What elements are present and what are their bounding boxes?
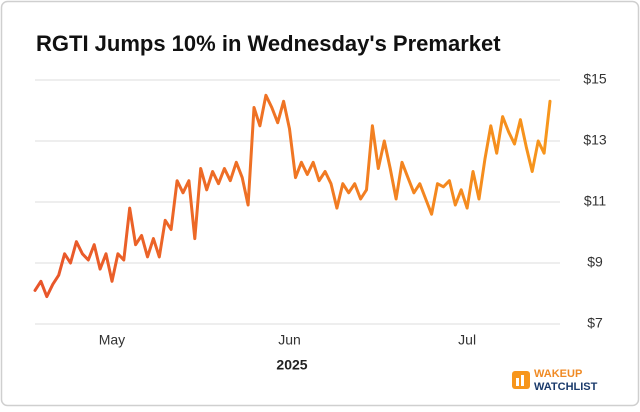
x-tick-label: May: [99, 332, 125, 348]
chart-title: RGTI Jumps 10% in Wednesday's Premarket: [36, 31, 501, 56]
logo-icon-bar: [521, 375, 524, 386]
x-tick-label: Jun: [278, 332, 301, 348]
logo-text: WAKEUP: [534, 368, 582, 380]
y-tick-label: $15: [583, 71, 607, 87]
x-axis-label: 2025: [276, 357, 307, 373]
line: [33, 93, 552, 299]
logo-text: WATCHLIST: [534, 381, 598, 393]
y-tick-label: $9: [587, 254, 603, 270]
y-tick-label: $13: [583, 132, 607, 148]
x-tick-label: Jul: [458, 332, 476, 348]
logo-icon-bar: [516, 378, 519, 386]
logo: WAKEUP WATCHLIST: [512, 368, 598, 393]
y-tick-label: $7: [587, 315, 603, 331]
y-tick-label: $11: [584, 193, 607, 209]
